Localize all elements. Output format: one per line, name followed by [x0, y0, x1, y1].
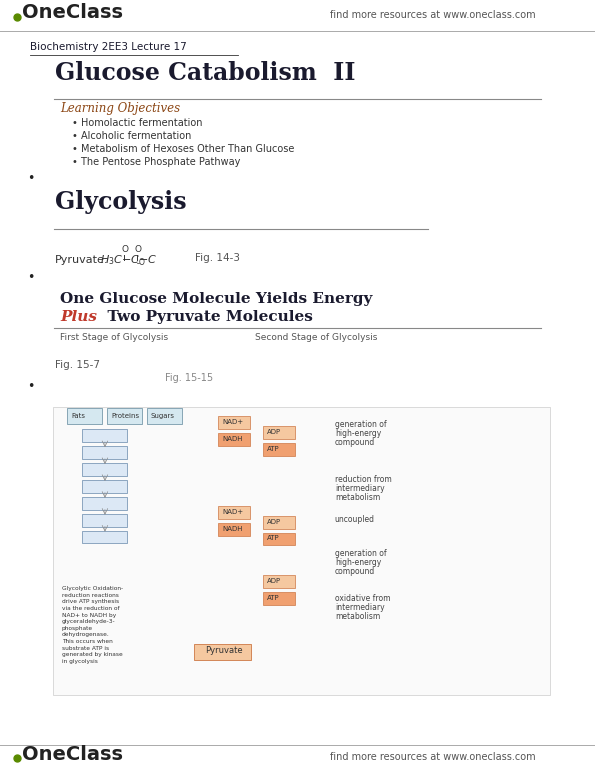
Text: ATP: ATP	[267, 595, 280, 601]
Text: metabolism: metabolism	[335, 612, 380, 621]
Text: •: •	[27, 380, 35, 393]
Text: NAD+: NAD+	[222, 419, 243, 425]
FancyBboxPatch shape	[194, 644, 251, 660]
FancyBboxPatch shape	[82, 531, 127, 544]
Text: find more resources at www.oneclass.com: find more resources at www.oneclass.com	[330, 10, 536, 20]
Text: Proteins: Proteins	[111, 413, 139, 420]
Text: O: O	[139, 258, 145, 267]
FancyBboxPatch shape	[263, 575, 295, 588]
Text: Second Stage of Glycolysis: Second Stage of Glycolysis	[255, 333, 377, 342]
Text: Two Pyruvate Molecules: Two Pyruvate Molecules	[97, 310, 313, 324]
FancyBboxPatch shape	[263, 443, 295, 456]
Text: Plus: Plus	[60, 310, 97, 324]
Text: • Metabolism of Hexoses Other Than Glucose: • Metabolism of Hexoses Other Than Gluco…	[72, 144, 295, 154]
Text: NADH: NADH	[222, 436, 242, 442]
Text: intermediary: intermediary	[335, 603, 384, 612]
FancyBboxPatch shape	[82, 463, 127, 476]
Text: high-energy: high-energy	[335, 429, 381, 438]
FancyBboxPatch shape	[263, 592, 295, 605]
FancyBboxPatch shape	[263, 427, 295, 439]
Text: compound: compound	[335, 438, 375, 447]
Text: find more resources at www.oneclass.com: find more resources at www.oneclass.com	[330, 752, 536, 762]
Text: ATP: ATP	[267, 535, 280, 541]
Text: O: O	[135, 246, 142, 254]
Text: Sugars: Sugars	[151, 413, 175, 420]
Text: Fats: Fats	[71, 413, 85, 420]
Text: OneClass: OneClass	[22, 3, 123, 22]
Text: ADP: ADP	[267, 429, 281, 435]
Text: reduction from: reduction from	[335, 475, 392, 484]
FancyBboxPatch shape	[218, 523, 250, 535]
Text: One Glucose Molecule Yields Energy: One Glucose Molecule Yields Energy	[60, 292, 372, 306]
FancyBboxPatch shape	[82, 514, 127, 527]
Text: metabolism: metabolism	[335, 493, 380, 502]
Text: Glycolytic Oxidation-
reduction reactions
drive ATP synthesis
via the reduction : Glycolytic Oxidation- reduction reaction…	[62, 586, 123, 664]
Text: •: •	[27, 271, 35, 284]
Text: Glucose Catabolism  II: Glucose Catabolism II	[55, 61, 355, 85]
Text: Pyruvate:: Pyruvate:	[55, 256, 108, 266]
FancyBboxPatch shape	[67, 408, 102, 424]
FancyBboxPatch shape	[107, 408, 142, 424]
Text: generation of: generation of	[335, 420, 387, 429]
FancyBboxPatch shape	[263, 533, 295, 545]
Text: • Alcoholic fermentation: • Alcoholic fermentation	[72, 131, 192, 141]
Text: oxidative from: oxidative from	[335, 594, 390, 603]
FancyBboxPatch shape	[218, 417, 250, 429]
Text: ADP: ADP	[267, 578, 281, 584]
Text: OneClass: OneClass	[22, 745, 123, 764]
Text: First Stage of Glycolysis: First Stage of Glycolysis	[60, 333, 168, 342]
FancyBboxPatch shape	[263, 516, 295, 528]
Text: Fig. 14-3: Fig. 14-3	[195, 253, 240, 263]
Text: generation of: generation of	[335, 549, 387, 558]
Text: •: •	[27, 172, 35, 185]
Text: Glycolysis: Glycolysis	[55, 189, 187, 213]
FancyBboxPatch shape	[218, 434, 250, 446]
Text: Fig. 15-7: Fig. 15-7	[55, 360, 100, 370]
FancyBboxPatch shape	[147, 408, 182, 424]
FancyBboxPatch shape	[82, 446, 127, 459]
FancyBboxPatch shape	[82, 429, 127, 442]
Text: Fig. 15-15: Fig. 15-15	[165, 373, 213, 383]
Text: ATP: ATP	[267, 446, 280, 452]
Text: Pyruvate: Pyruvate	[205, 646, 243, 654]
Text: intermediary: intermediary	[335, 484, 384, 493]
Text: high-energy: high-energy	[335, 558, 381, 567]
Text: NAD+: NAD+	[222, 509, 243, 514]
FancyBboxPatch shape	[82, 480, 127, 493]
Text: Learning Objectives: Learning Objectives	[60, 102, 180, 116]
FancyBboxPatch shape	[82, 497, 127, 510]
FancyBboxPatch shape	[218, 506, 250, 519]
Text: Biochemistry 2EE3 Lecture 17: Biochemistry 2EE3 Lecture 17	[30, 42, 187, 52]
Text: compound: compound	[335, 567, 375, 576]
Text: $H_3C{-}C{-}C$: $H_3C{-}C{-}C$	[100, 253, 158, 267]
Text: • Homolactic fermentation: • Homolactic fermentation	[72, 119, 202, 128]
Text: ADP: ADP	[267, 519, 281, 524]
Text: O: O	[122, 246, 129, 254]
Text: NADH: NADH	[222, 526, 242, 531]
Text: uncoupled: uncoupled	[335, 514, 375, 524]
Text: • The Pentose Phosphate Pathway: • The Pentose Phosphate Pathway	[72, 157, 240, 167]
FancyBboxPatch shape	[53, 407, 550, 695]
